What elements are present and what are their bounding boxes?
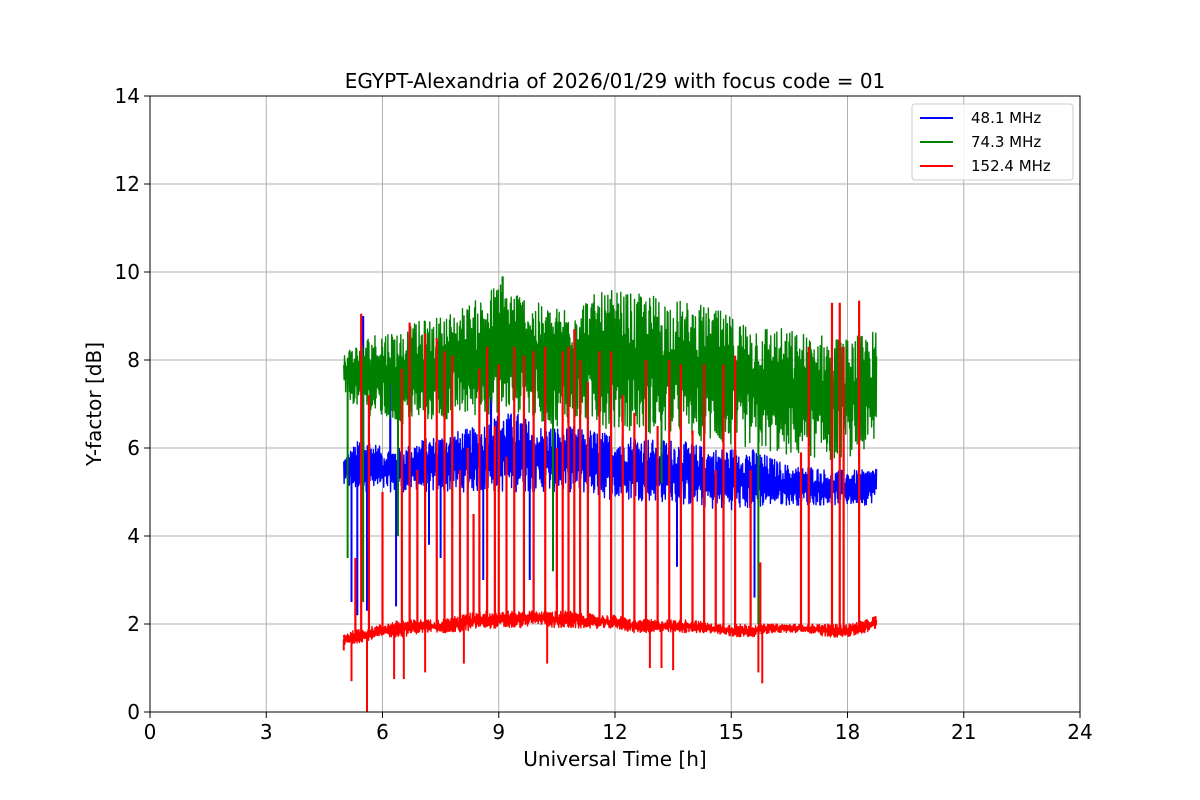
y-tick-label: 4 xyxy=(127,524,140,548)
y-tick-label: 14 xyxy=(115,84,140,108)
legend: 48.1 MHz 74.3 MHz 152.4 MHz xyxy=(911,103,1074,181)
series-line xyxy=(343,284,878,461)
series-74-3-mhz xyxy=(343,276,878,624)
legend-label: 48.1 MHz xyxy=(971,109,1041,127)
y-tick-label: 12 xyxy=(115,172,140,196)
series-152-4-mhz xyxy=(342,300,878,712)
y-tick-label: 6 xyxy=(127,436,140,460)
x-tick-label: 21 xyxy=(951,720,976,744)
x-tick-label: 9 xyxy=(492,720,505,744)
x-tick-label: 12 xyxy=(602,720,627,744)
legend-label: 152.4 MHz xyxy=(971,157,1051,175)
chart-title: EGYPT-Alexandria of 2026/01/29 with focu… xyxy=(345,69,886,93)
y-tick-label: 10 xyxy=(115,260,140,284)
legend-label: 74.3 MHz xyxy=(971,133,1041,151)
x-tick-label: 18 xyxy=(835,720,860,744)
x-tick-label: 0 xyxy=(144,720,157,744)
y-axis-label: Y-factor [dB] xyxy=(82,342,106,467)
x-tick-label: 15 xyxy=(719,720,744,744)
x-axis-label: Universal Time [h] xyxy=(523,747,706,771)
y-tick-label: 2 xyxy=(127,612,140,636)
x-tick-label: 6 xyxy=(376,720,389,744)
y-tick-label: 8 xyxy=(127,348,140,372)
x-tick-label: 24 xyxy=(1067,720,1092,744)
series-group xyxy=(342,276,878,712)
y-tick-label: 0 xyxy=(127,700,140,724)
x-tick-label: 3 xyxy=(260,720,273,744)
legend-box xyxy=(911,103,1074,181)
